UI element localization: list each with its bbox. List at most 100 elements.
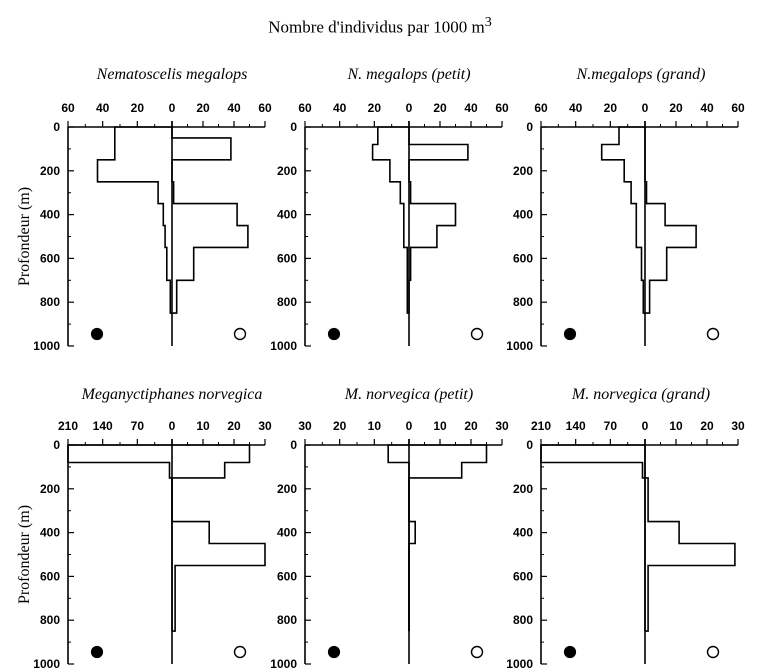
day-bar <box>115 127 172 138</box>
night-bar <box>172 445 250 463</box>
y-axis-label: Profondeur (m) <box>16 187 33 286</box>
y-tick-label: 400 <box>40 526 60 540</box>
chart-title: M. norvegica (grand) <box>571 386 710 403</box>
day-bar <box>167 247 172 280</box>
x-tick-label-left: 0 <box>169 101 176 115</box>
x-tick-label-left: 0 <box>406 101 413 115</box>
x-tick-label-right: 60 <box>495 101 509 115</box>
night-bar <box>645 565 648 598</box>
y-tick-label: 400 <box>513 526 533 540</box>
y-tick-label: 200 <box>277 164 297 178</box>
day-bar <box>97 160 172 182</box>
y-tick-label: 800 <box>513 613 533 627</box>
y-tick-label: 800 <box>40 295 60 309</box>
chart-title: N.megalops (grand) <box>576 66 706 83</box>
day-profile <box>600 126 645 314</box>
x-tick-label-right: 60 <box>258 101 272 115</box>
x-tick-label-right: 20 <box>433 101 447 115</box>
x-tick-label-right: 20 <box>464 419 478 433</box>
y-tick-label: 800 <box>40 613 60 627</box>
day-marker <box>90 327 104 341</box>
day-bar <box>158 182 172 204</box>
night-bar <box>645 522 679 544</box>
day-bar <box>163 204 172 226</box>
chart-panel-4: Meganyctiphanes norvegica Profondeur (m) 2… <box>16 386 272 669</box>
x-tick-label-left: 10 <box>368 419 382 433</box>
chart-title: N. megalops (petit) <box>346 66 470 83</box>
y-tick-label: 600 <box>513 569 533 583</box>
night-profile <box>644 445 736 632</box>
day-bar <box>636 204 645 226</box>
night-bar <box>172 226 248 248</box>
x-tick-label-right: 30 <box>258 419 272 433</box>
x-tick-label-right: 10 <box>433 419 447 433</box>
x-tick-label-left: 60 <box>61 101 75 115</box>
night-profile <box>408 127 469 314</box>
x-tick-label-left: 0 <box>406 419 413 433</box>
y-tick-label: 800 <box>277 613 297 627</box>
night-bar <box>409 445 487 463</box>
y-tick-label: 1000 <box>506 657 533 669</box>
night-bar <box>172 182 174 204</box>
x-tick-label-right: 20 <box>227 419 241 433</box>
y-tick-label: 0 <box>526 120 533 134</box>
x-tick-label-left: 60 <box>298 101 312 115</box>
day-marker <box>327 327 341 341</box>
x-tick-label-right: 10 <box>669 419 683 433</box>
x-tick-label-left: 70 <box>604 419 618 433</box>
day-bar <box>624 160 645 182</box>
night-bar <box>645 500 648 522</box>
day-bar <box>115 138 172 160</box>
x-tick-label-right: 30 <box>731 419 745 433</box>
x-tick-label-left: 140 <box>566 419 586 433</box>
night-bar <box>172 138 231 160</box>
day-bar <box>631 182 645 204</box>
day-bar <box>619 127 645 145</box>
x-tick-label-right: 40 <box>700 101 714 115</box>
day-bar <box>170 280 172 313</box>
day-profile <box>387 444 410 632</box>
night-bar <box>409 204 456 226</box>
y-tick-label: 0 <box>53 120 60 134</box>
night-profile <box>171 127 249 314</box>
y-tick-label: 200 <box>40 164 60 178</box>
day-marker <box>563 645 577 659</box>
night-bar <box>172 280 177 313</box>
y-tick-label: 0 <box>53 438 60 452</box>
chart-panel-2: N. megalops (petit)60 40 20 0 20 40 6002004006… <box>270 66 509 353</box>
y-tick-label: 0 <box>290 438 297 452</box>
x-tick-label-right: 20 <box>196 101 210 115</box>
figure-title-superscript: 3 <box>484 14 492 30</box>
night-profile <box>408 444 488 632</box>
y-tick-label: 1000 <box>506 339 533 353</box>
day-profile <box>67 444 173 632</box>
night-bar <box>409 226 437 248</box>
y-tick-label: 0 <box>290 120 297 134</box>
figure-title: Nombre d'individus par 1000 m3 <box>0 14 760 38</box>
x-tick-label-right: 20 <box>700 419 714 433</box>
night-bar <box>645 204 665 226</box>
x-tick-label-left: 210 <box>58 419 78 433</box>
y-tick-label: 0 <box>526 438 533 452</box>
chart-title: Meganyctiphanes norvegica <box>81 386 263 403</box>
chart-panel-6: M. norvegica (grand) 210 140 70 0 10 20 30 0 200 4… <box>506 386 745 669</box>
y-tick-label: 600 <box>277 569 297 583</box>
night-bar <box>409 463 462 478</box>
chart-panel-5: M. norvegica (petit)30 20 10 0 10 20 300200400… <box>270 386 509 669</box>
day-bar <box>388 445 409 463</box>
day-bar <box>400 182 409 204</box>
night-bar <box>645 478 648 500</box>
day-bar <box>165 226 172 248</box>
x-tick-label-left: 140 <box>93 419 113 433</box>
day-bar <box>636 226 645 248</box>
y-axis-label: Profondeur (m) <box>16 505 33 604</box>
y-tick-label: 1000 <box>270 657 297 669</box>
y-tick-label: 200 <box>277 482 297 496</box>
night-bar <box>172 565 175 598</box>
y-tick-label: 1000 <box>270 339 297 353</box>
night-bar <box>172 598 175 631</box>
day-profile <box>540 444 646 632</box>
night-marker <box>706 327 720 341</box>
x-tick-label-right: 40 <box>227 101 241 115</box>
night-bar <box>172 463 225 478</box>
